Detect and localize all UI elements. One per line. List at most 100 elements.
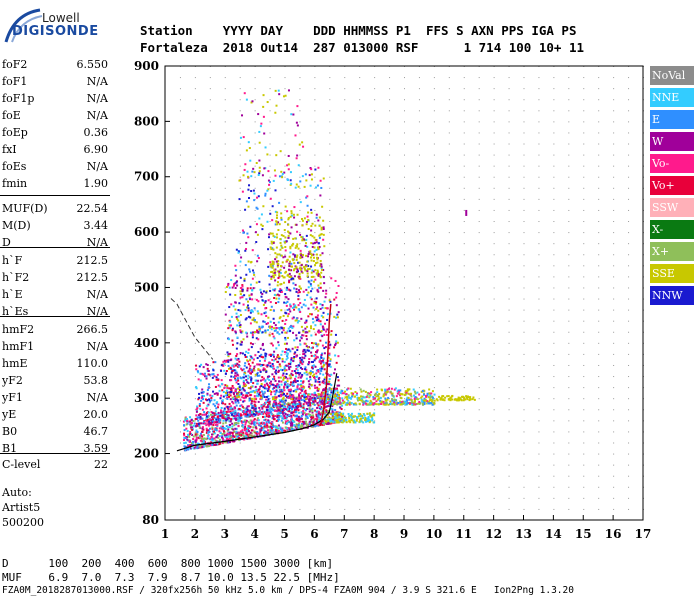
- echo-point: [195, 410, 198, 413]
- echo-point: [241, 421, 244, 424]
- echo-point: [239, 329, 242, 332]
- echo-point: [316, 246, 319, 249]
- echo-point: [312, 360, 315, 363]
- grid-dot: [448, 331, 450, 333]
- echo-point: [295, 317, 298, 320]
- param-label: fmin: [2, 177, 28, 190]
- echo-point: [270, 383, 273, 386]
- echo-point: [331, 414, 334, 417]
- grid-dot: [284, 464, 286, 466]
- echo-point: [320, 360, 323, 363]
- echo-point: [281, 360, 284, 363]
- grid-dot: [329, 342, 331, 344]
- echo-point: [212, 433, 215, 436]
- grid-dot: [508, 276, 510, 278]
- grid-dot: [628, 475, 630, 477]
- echo-point: [286, 427, 289, 430]
- echo-point: [208, 398, 211, 401]
- grid-dot: [299, 353, 301, 355]
- echo-point: [249, 311, 252, 314]
- grid-dot: [613, 475, 615, 477]
- echo-point: [311, 371, 314, 374]
- echo-point: [304, 354, 307, 357]
- echo-point: [196, 433, 199, 436]
- echo-point: [226, 432, 229, 435]
- echo-point: [303, 408, 306, 411]
- echo-point: [237, 365, 240, 368]
- grid-dot: [344, 320, 346, 322]
- echo-point: [308, 174, 311, 177]
- echo-point: [286, 349, 289, 352]
- param-separator: [0, 247, 110, 248]
- grid-dot: [254, 508, 256, 510]
- echo-point: [305, 392, 308, 395]
- echo-point: [328, 395, 331, 398]
- echo-point: [198, 426, 201, 429]
- grid-dot: [433, 121, 435, 123]
- echo-point: [304, 244, 307, 247]
- echo-point: [244, 425, 247, 428]
- echo-point: [271, 383, 274, 386]
- echo-point: [310, 409, 313, 412]
- grid-dot: [344, 121, 346, 123]
- echo-point: [246, 170, 249, 173]
- echo-point: [296, 349, 299, 352]
- grid-dot: [404, 77, 405, 79]
- echo-point: [274, 189, 277, 192]
- grid-dot: [418, 110, 420, 112]
- echo-point: [288, 429, 291, 432]
- echo-point: [205, 377, 208, 380]
- grid-dot: [359, 276, 361, 278]
- echo-point: [306, 407, 309, 410]
- grid-dot: [568, 99, 570, 101]
- echo-point: [300, 395, 303, 398]
- echo-point: [235, 397, 238, 400]
- grid-dot: [314, 320, 316, 322]
- grid-dot: [583, 486, 585, 488]
- param-row-hmf2: hmF2 266.5: [2, 323, 108, 340]
- echo-point: [243, 411, 246, 414]
- echo-point: [283, 416, 286, 419]
- echo-point: [328, 402, 331, 405]
- echo-point: [307, 291, 310, 294]
- grid-dot: [493, 232, 495, 234]
- echo-point: [240, 404, 243, 407]
- echo-point: [264, 331, 267, 334]
- echo-point: [312, 321, 315, 324]
- grid-dot: [179, 342, 181, 344]
- echo-point: [236, 373, 239, 376]
- grid-dot: [299, 287, 301, 289]
- grid-dot: [613, 232, 615, 234]
- echo-point: [299, 336, 302, 339]
- echo-point: [246, 287, 249, 290]
- echo-point: [284, 205, 287, 208]
- grid-dot: [568, 154, 570, 156]
- grid-dot: [359, 409, 361, 411]
- echo-point: [320, 411, 323, 414]
- echo-point: [297, 185, 300, 188]
- echo-point: [200, 391, 203, 394]
- grid-dot: [389, 420, 391, 422]
- echo-point: [200, 422, 203, 425]
- echo-point: [255, 427, 258, 430]
- echo-point: [247, 382, 250, 385]
- echo-point: [202, 373, 205, 376]
- echo-point: [230, 375, 233, 378]
- echo-point: [206, 420, 209, 423]
- echo-point: [268, 431, 271, 434]
- grid-dot: [538, 232, 540, 234]
- grid-dot: [179, 165, 181, 167]
- echo-point: [247, 260, 250, 263]
- echo-point: [280, 218, 283, 221]
- param-row-b1: B1 3.59: [2, 442, 108, 459]
- echo-point: [312, 374, 315, 377]
- echo-point: [280, 380, 283, 383]
- echo-point: [274, 268, 277, 271]
- echo-point: [323, 418, 326, 421]
- echo-point: [252, 189, 255, 192]
- echo-point: [247, 360, 250, 363]
- echo-point: [322, 397, 325, 400]
- grid-dot: [628, 209, 630, 211]
- echo-point: [302, 403, 305, 406]
- echo-point: [276, 427, 279, 430]
